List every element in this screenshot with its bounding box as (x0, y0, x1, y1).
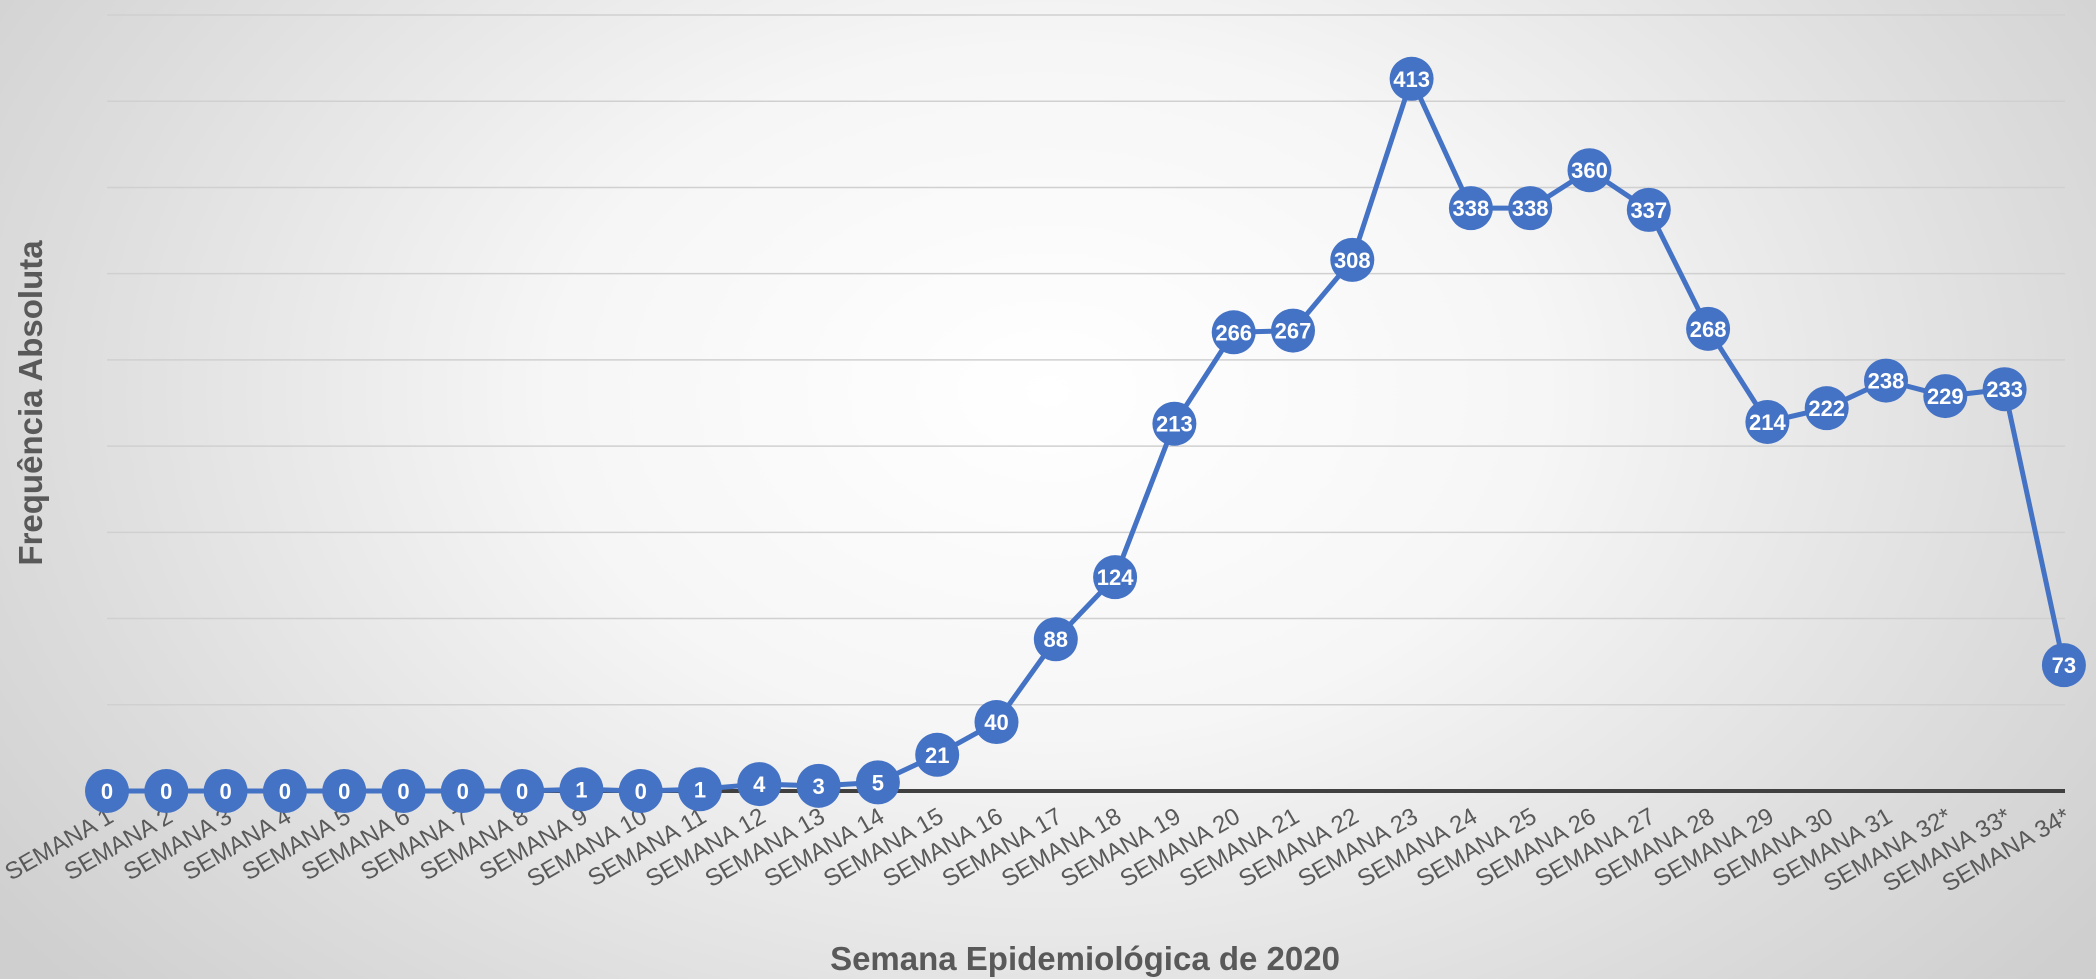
data-label: 73 (2052, 653, 2076, 678)
data-label: 4 (753, 772, 766, 797)
data-point (559, 767, 604, 812)
data-point (1626, 187, 1671, 232)
data-point (1330, 237, 1375, 282)
data-label: 88 (1044, 627, 1068, 652)
data-point (2041, 643, 2086, 688)
data-label: 0 (338, 779, 350, 804)
data-label: 124 (1097, 565, 1134, 590)
data-points: 0 0 0 0 0 0 0 0 1 0 1 4 3 5 21 40 88 124 213 266 267 308 413 33… (85, 56, 2086, 813)
data-label: 213 (1156, 412, 1193, 437)
data-point (1864, 358, 1908, 403)
data-point (737, 762, 782, 807)
data-point (85, 769, 129, 813)
data-label: 0 (635, 779, 647, 804)
data-point (1567, 148, 1612, 193)
data-point (1745, 399, 1790, 444)
data-label: 21 (925, 743, 949, 768)
data-label: 5 (872, 770, 884, 795)
data-label: 0 (101, 779, 113, 804)
data-label: 0 (160, 779, 172, 804)
data-label: 238 (1868, 369, 1905, 394)
data-point (500, 769, 545, 813)
data-label: 0 (397, 779, 409, 804)
data-point (1271, 308, 1315, 353)
data-label: 1 (694, 777, 706, 802)
data-point (1686, 306, 1731, 351)
data-label: 1 (575, 777, 587, 802)
data-point (796, 763, 841, 808)
y-axis-title: Frequência Absoluta (12, 240, 49, 566)
data-label: 266 (1215, 320, 1252, 345)
data-point (440, 769, 485, 813)
data-label: 268 (1690, 317, 1727, 342)
data-label: 308 (1334, 248, 1371, 273)
data-point (144, 769, 189, 813)
data-point (203, 769, 248, 813)
data-point (1389, 56, 1434, 101)
x-axis-title: Semana Epidemiológica de 2020 (830, 940, 1340, 977)
data-label: 413 (1393, 67, 1430, 92)
data-point (855, 760, 900, 805)
data-label: 337 (1630, 198, 1667, 223)
data-point (262, 769, 307, 813)
data-label: 0 (219, 779, 231, 804)
data-label: 360 (1571, 158, 1608, 183)
gridlines (107, 14, 2065, 706)
data-point (915, 732, 960, 777)
data-label: 3 (812, 774, 824, 799)
data-label: 233 (1986, 377, 2023, 402)
data-label: 214 (1749, 410, 1786, 435)
data-point (381, 769, 426, 813)
data-label: 338 (1453, 196, 1490, 221)
data-point (1923, 374, 1968, 419)
data-label: 0 (457, 779, 469, 804)
data-label: 229 (1927, 384, 1964, 409)
data-point (1982, 367, 2027, 412)
data-point (618, 769, 663, 813)
data-point (1508, 186, 1553, 231)
data-point (1211, 310, 1256, 355)
data-point (322, 769, 367, 813)
data-label: 0 (516, 779, 528, 804)
data-point (1804, 386, 1849, 431)
data-point (1152, 401, 1197, 446)
data-label: 40 (984, 710, 1008, 735)
data-point (1093, 555, 1138, 600)
data-label: 222 (1808, 396, 1845, 421)
data-point (678, 767, 722, 812)
series-line (107, 76, 2067, 794)
data-label: 338 (1512, 196, 1549, 221)
data-label: 0 (279, 779, 291, 804)
data-point (1448, 186, 1493, 231)
data-point (1033, 617, 1078, 662)
data-label: 267 (1275, 319, 1312, 344)
data-point (974, 700, 1019, 745)
